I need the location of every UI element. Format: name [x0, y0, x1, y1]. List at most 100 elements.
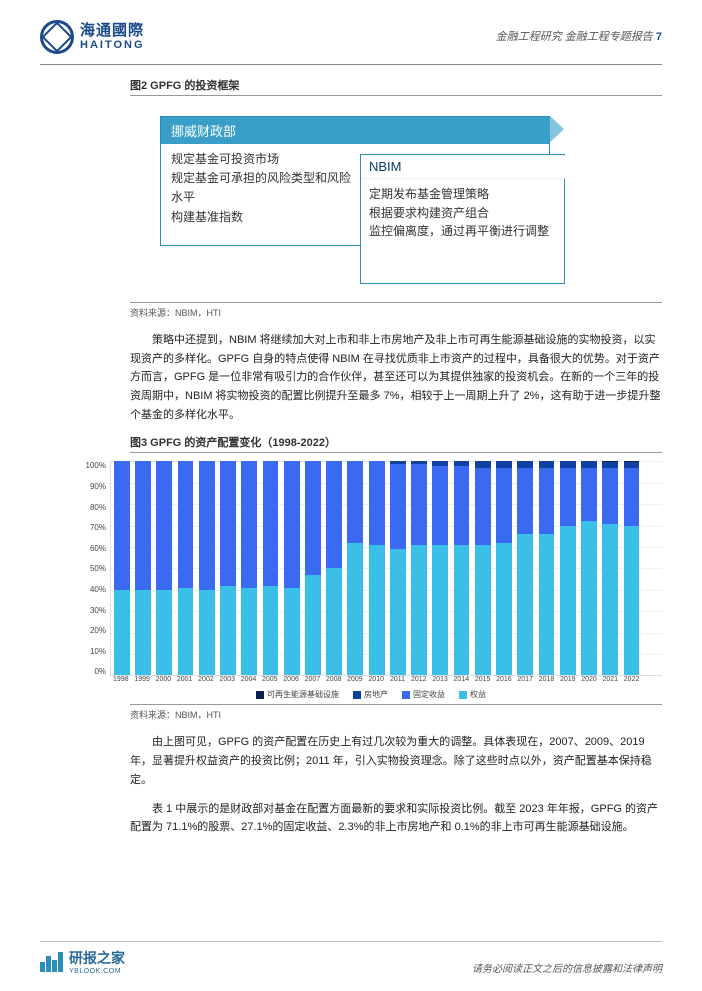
footer-logo-en: YBLOOK.COM — [69, 968, 125, 975]
legend-swatch — [353, 691, 361, 699]
chart-bar-segment — [390, 549, 406, 675]
fig3-chart: 100%90%80%70%60%50%40%30%20%10%0% 199819… — [80, 461, 662, 700]
chart-plot — [110, 461, 662, 676]
chart-bar-segment — [581, 468, 597, 522]
fig3-title: 图3 GPFG 的资产配置变化（1998-2022） — [130, 434, 662, 453]
chart-bar-segment — [199, 461, 215, 589]
chart-bar-segment — [581, 521, 597, 675]
chart-bar — [475, 461, 491, 675]
fig3-source: 资料来源：NBIM，HTI — [130, 704, 662, 721]
chart-bar-segment — [560, 468, 576, 526]
x-tick-label: 2015 — [475, 676, 491, 683]
chart-bar-segment — [517, 468, 533, 534]
legend-item: 权益 — [459, 689, 486, 700]
chart-bar-segment — [347, 543, 363, 676]
chart-bar-segment — [369, 545, 385, 676]
nbim-line: 定期发布基金管理策略 — [369, 185, 556, 204]
haitong-logo-icon — [40, 20, 74, 54]
chart-x-axis: 1998199920002001200220032004200520062007… — [110, 676, 662, 683]
yblook-bars-icon — [40, 952, 63, 972]
y-tick-label: 50% — [80, 564, 106, 573]
chart-bar-segment — [220, 461, 236, 585]
chart-bar — [390, 461, 406, 675]
logo-en: HAITONG — [80, 39, 145, 51]
chart-bar-segment — [241, 461, 257, 587]
nbim-box: NBIM 定期发布基金管理策略 根据要求构建资产组合 监控偏离度，通过再平衡进行… — [360, 154, 565, 284]
chart-bar-segment — [114, 590, 130, 676]
chart-bar-segment — [263, 461, 279, 585]
paragraph-2: 由上图可见，GPFG 的资产配置在历史上有过几次较为重大的调整。具体表现在，20… — [130, 733, 662, 789]
legend-swatch — [459, 691, 467, 699]
y-tick-label: 0% — [80, 667, 106, 676]
legend-item: 固定收益 — [402, 689, 445, 700]
chart-y-axis: 100%90%80%70%60%50%40%30%20%10%0% — [80, 461, 110, 676]
legend-swatch — [402, 691, 410, 699]
y-tick-label: 70% — [80, 523, 106, 532]
x-tick-label: 2001 — [177, 676, 193, 683]
chart-bar-segment — [241, 588, 257, 676]
nbim-head: NBIM — [361, 155, 564, 179]
x-tick-label: 2003 — [219, 676, 235, 683]
x-tick-label: 1999 — [134, 676, 150, 683]
chart-bar-segment — [454, 466, 470, 545]
chart-bar — [305, 461, 321, 675]
chart-bar-segment — [602, 468, 618, 524]
mof-line: 规定基金可投资市场 — [171, 150, 351, 169]
fig2-title: 图2 GPFG 的投资框架 — [130, 77, 662, 96]
chart-bar-segment — [305, 575, 321, 676]
header-category: 金融工程研究 金融工程专题报告 7 — [496, 28, 662, 44]
chart-bar-segment — [496, 468, 512, 543]
chart-bar-segment — [454, 545, 470, 676]
chart-bar — [517, 461, 533, 675]
chart-bar — [624, 461, 640, 675]
footer-disclaimer: 请务必阅读正文之后的信息披露和法律声明 — [472, 960, 662, 975]
chart-bar-segment — [624, 526, 640, 676]
x-tick-label: 2012 — [411, 676, 427, 683]
y-tick-label: 100% — [80, 461, 106, 470]
x-tick-label: 2004 — [241, 676, 257, 683]
x-tick-label: 2021 — [602, 676, 618, 683]
yblook-logo: 研报之家 YBLOOK.COM — [40, 948, 125, 975]
legend-label: 权益 — [470, 689, 486, 700]
chart-legend: 可再生能源基础设施 房地产 固定收益 权益 — [80, 689, 662, 700]
haitong-logo: 海通國際 HAITONG — [40, 20, 145, 54]
x-tick-label: 2002 — [198, 676, 214, 683]
chart-bar-segment — [284, 461, 300, 587]
x-tick-label: 2006 — [283, 676, 299, 683]
x-tick-label: 2020 — [581, 676, 597, 683]
x-tick-label: 2019 — [560, 676, 576, 683]
chart-bar-segment — [178, 461, 194, 587]
x-tick-label: 2005 — [262, 676, 278, 683]
chart-bar — [454, 461, 470, 675]
chart-bar-segment — [178, 588, 194, 676]
chart-bar-segment — [135, 461, 151, 589]
page-footer: 研报之家 YBLOOK.COM 请务必阅读正文之后的信息披露和法律声明 — [40, 941, 662, 975]
chart-bar — [581, 461, 597, 675]
chart-bar — [411, 461, 427, 675]
x-tick-label: 2017 — [517, 676, 533, 683]
chart-bar-segment — [475, 468, 491, 545]
chart-bar — [241, 461, 257, 675]
nbim-line: 监控偏离度，通过再平衡进行调整 — [369, 222, 556, 241]
footer-logo-cn: 研报之家 — [69, 948, 125, 968]
mof-line: 构建基准指数 — [171, 208, 351, 227]
fig2-source: 资料来源：NBIM，HTI — [130, 302, 662, 319]
legend-item: 可再生能源基础设施 — [256, 689, 339, 700]
x-tick-label: 2010 — [368, 676, 384, 683]
x-tick-label: 1998 — [113, 676, 129, 683]
paragraph-1: 策略中还提到，NBIM 将继续加大对上市和非上市房地产及非上市可再生能源基础设施… — [130, 331, 662, 424]
chart-gridlines — [111, 461, 662, 675]
x-tick-label: 2016 — [496, 676, 512, 683]
chart-bar-segment — [284, 588, 300, 676]
legend-label: 房地产 — [364, 689, 388, 700]
chart-bar-segment — [347, 461, 363, 542]
page-header: 海通國際 HAITONG 金融工程研究 金融工程专题报告 7 — [40, 20, 662, 58]
chart-bar — [347, 461, 363, 675]
mof-head: 挪威财政部 — [161, 117, 549, 144]
x-tick-label: 2022 — [624, 676, 640, 683]
chart-bar — [560, 461, 576, 675]
chart-bar-segment — [517, 534, 533, 675]
chart-bar-segment — [326, 568, 342, 675]
chart-bar — [326, 461, 342, 675]
chart-bar — [135, 461, 151, 675]
